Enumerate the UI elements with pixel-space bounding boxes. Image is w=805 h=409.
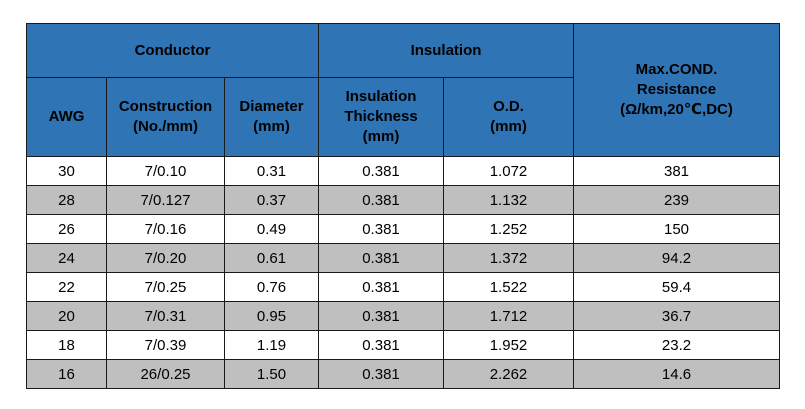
cell-diameter: 0.76 bbox=[224, 272, 319, 302]
cell-awg: 30 bbox=[26, 156, 107, 186]
table-header: Conductor Insulation Max.COND. Resistance… bbox=[26, 23, 780, 157]
header-insulation: Insulation bbox=[318, 23, 574, 78]
cell-resistance: 381 bbox=[573, 156, 780, 186]
table-row: 22 7/0.25 0.76 0.381 1.522 59.4 bbox=[26, 272, 780, 302]
header-awg: AWG bbox=[26, 77, 107, 157]
cell-od: 2.262 bbox=[443, 359, 574, 389]
cell-od: 1.132 bbox=[443, 185, 574, 215]
cell-resistance: 150 bbox=[573, 214, 780, 244]
cell-insulation-thickness: 0.381 bbox=[318, 243, 444, 273]
cell-awg: 26 bbox=[26, 214, 107, 244]
cell-awg: 18 bbox=[26, 330, 107, 360]
cell-insulation-thickness: 0.381 bbox=[318, 359, 444, 389]
cell-insulation-thickness: 0.381 bbox=[318, 156, 444, 186]
header-group-row: Conductor Insulation Max.COND. Resistance… bbox=[26, 23, 780, 157]
table-row: 30 7/0.10 0.31 0.381 1.072 381 bbox=[26, 156, 780, 186]
header-diameter: Diameter (mm) bbox=[224, 77, 319, 157]
cell-insulation-thickness: 0.381 bbox=[318, 185, 444, 215]
cell-diameter: 1.50 bbox=[224, 359, 319, 389]
header-od: O.D. (mm) bbox=[443, 77, 574, 157]
cell-resistance: 36.7 bbox=[573, 301, 780, 331]
cell-resistance: 23.2 bbox=[573, 330, 780, 360]
cell-od: 1.522 bbox=[443, 272, 574, 302]
header-max-resistance: Max.COND. Resistance (Ω/km,20℃,DC) bbox=[573, 23, 780, 157]
cell-awg: 24 bbox=[26, 243, 107, 273]
cell-resistance: 14.6 bbox=[573, 359, 780, 389]
cell-construction: 7/0.25 bbox=[106, 272, 225, 302]
cell-resistance: 94.2 bbox=[573, 243, 780, 273]
cell-insulation-thickness: 0.381 bbox=[318, 214, 444, 244]
cell-construction: 26/0.25 bbox=[106, 359, 225, 389]
cell-insulation-thickness: 0.381 bbox=[318, 272, 444, 302]
cell-awg: 16 bbox=[26, 359, 107, 389]
cell-diameter: 0.49 bbox=[224, 214, 319, 244]
table-row: 18 7/0.39 1.19 0.381 1.952 23.2 bbox=[26, 330, 780, 360]
cell-diameter: 0.31 bbox=[224, 156, 319, 186]
cell-construction: 7/0.16 bbox=[106, 214, 225, 244]
header-column-row: AWG Construction (No./mm) Diameter (mm) In… bbox=[26, 77, 780, 157]
cell-construction: 7/0.39 bbox=[106, 330, 225, 360]
table-row: 24 7/0.20 0.61 0.381 1.372 94.2 bbox=[26, 243, 780, 273]
header-construction: Construction (No./mm) bbox=[106, 77, 225, 157]
cell-od: 1.372 bbox=[443, 243, 574, 273]
table-row: 16 26/0.25 1.50 0.381 2.262 14.6 bbox=[26, 359, 780, 389]
wire-spec-table: Conductor Insulation Max.COND. Resistance… bbox=[26, 23, 780, 389]
cell-insulation-thickness: 0.381 bbox=[318, 301, 444, 331]
cell-diameter: 0.95 bbox=[224, 301, 319, 331]
table-row: 26 7/0.16 0.49 0.381 1.252 150 bbox=[26, 214, 780, 244]
cell-od: 1.072 bbox=[443, 156, 574, 186]
header-conductor: Conductor bbox=[26, 23, 319, 78]
table-row: 20 7/0.31 0.95 0.381 1.712 36.7 bbox=[26, 301, 780, 331]
cell-awg: 20 bbox=[26, 301, 107, 331]
cell-diameter: 1.19 bbox=[224, 330, 319, 360]
cell-awg: 28 bbox=[26, 185, 107, 215]
cell-diameter: 0.37 bbox=[224, 185, 319, 215]
cell-construction: 7/0.31 bbox=[106, 301, 225, 331]
table-body: 30 7/0.10 0.31 0.381 1.072 381 28 7/0.127 0.37 0.… bbox=[26, 156, 780, 389]
cell-od: 1.712 bbox=[443, 301, 574, 331]
cell-insulation-thickness: 0.381 bbox=[318, 330, 444, 360]
cell-diameter: 0.61 bbox=[224, 243, 319, 273]
cell-resistance: 59.4 bbox=[573, 272, 780, 302]
cell-construction: 7/0.127 bbox=[106, 185, 225, 215]
cell-construction: 7/0.10 bbox=[106, 156, 225, 186]
header-insulation-thickness: Insulation Thickness (mm) bbox=[318, 77, 444, 157]
cell-od: 1.252 bbox=[443, 214, 574, 244]
cell-construction: 7/0.20 bbox=[106, 243, 225, 273]
cell-resistance: 239 bbox=[573, 185, 780, 215]
table-row: 28 7/0.127 0.37 0.381 1.132 239 bbox=[26, 185, 780, 215]
cell-awg: 22 bbox=[26, 272, 107, 302]
cell-od: 1.952 bbox=[443, 330, 574, 360]
